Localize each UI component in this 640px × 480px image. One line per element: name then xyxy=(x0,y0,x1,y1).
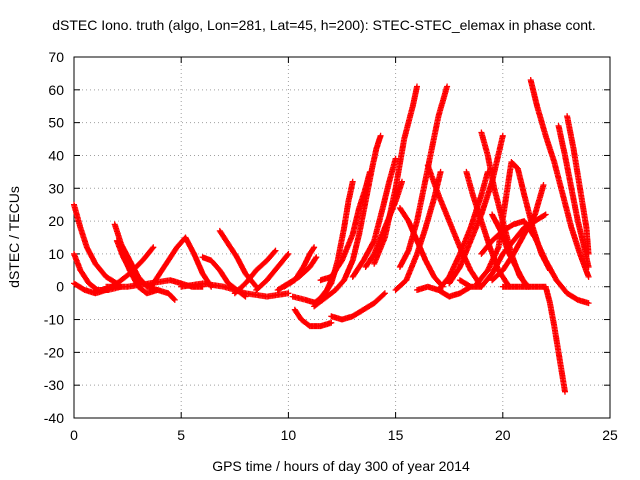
plus-markers xyxy=(317,168,373,284)
plus-markers xyxy=(564,113,592,257)
plus-markers xyxy=(291,306,335,330)
plus-markers xyxy=(216,227,260,290)
x-tick-label: 5 xyxy=(177,427,185,443)
series-track xyxy=(231,247,279,297)
chart-title: dSTEC Iono. truth (algo, Lon=281, Lat=45… xyxy=(52,17,596,33)
x-tick-label: 0 xyxy=(70,427,78,443)
plus-markers xyxy=(478,218,592,307)
series-track xyxy=(392,168,444,293)
plus-markers xyxy=(456,211,549,290)
x-tick-label: 10 xyxy=(281,427,297,443)
plus-markers xyxy=(311,132,384,310)
x-axis-label: GPS time / hours of day 300 of year 2014 xyxy=(212,458,470,474)
series-track xyxy=(499,283,568,395)
series-track xyxy=(328,290,388,323)
series-track xyxy=(414,283,474,300)
series-track xyxy=(555,122,592,270)
x-tick-label: 20 xyxy=(495,427,511,443)
series-track xyxy=(527,77,592,280)
y-tick-label: -10 xyxy=(44,312,64,328)
y-axis-label: dSTEC / TECUs xyxy=(6,186,22,288)
plus-markers xyxy=(499,283,568,395)
series-track xyxy=(199,254,249,300)
series-track xyxy=(148,234,215,290)
data-series xyxy=(71,77,592,395)
series-track xyxy=(71,201,120,287)
x-tick-label: 25 xyxy=(602,427,618,443)
x-tick-label: 15 xyxy=(388,427,404,443)
series-track xyxy=(311,132,384,310)
series-track xyxy=(349,155,399,280)
plus-markers xyxy=(253,250,292,293)
y-tick-label: -20 xyxy=(44,344,64,360)
plus-markers xyxy=(371,83,420,267)
series-track xyxy=(564,113,592,257)
plus-markers xyxy=(435,168,491,293)
series-track xyxy=(456,211,549,290)
series-track xyxy=(489,182,547,284)
series-track xyxy=(253,250,292,293)
plus-markers xyxy=(281,244,318,290)
plus-markers xyxy=(392,168,444,293)
axes: 0 5 10 15 20 25 -40 -30 -20 -10 0 10 20 30 40 50 60 70 xyxy=(44,49,618,443)
series-track xyxy=(317,168,373,284)
series-track xyxy=(478,218,592,307)
series-track xyxy=(291,306,335,330)
y-tick-label: -40 xyxy=(44,410,64,426)
plot-frame xyxy=(73,56,611,419)
y-tick-label: 70 xyxy=(48,49,64,65)
series-track xyxy=(371,83,420,267)
y-tick-label: 30 xyxy=(48,180,64,196)
plus-markers xyxy=(414,283,474,300)
y-tick-label: 10 xyxy=(48,246,64,262)
plus-markers xyxy=(349,155,399,280)
y-tick-label: 40 xyxy=(48,147,64,163)
y-tick-label: 60 xyxy=(48,82,64,98)
plus-markers xyxy=(328,290,388,323)
plus-markers xyxy=(489,182,547,284)
plus-markers xyxy=(231,247,279,297)
series-track xyxy=(281,244,318,290)
plus-markers xyxy=(527,77,592,280)
series-track xyxy=(435,168,491,293)
y-tick-label: 50 xyxy=(48,115,64,131)
plus-markers xyxy=(555,122,592,270)
plus-markers xyxy=(148,234,215,290)
y-tick-label: 20 xyxy=(48,213,64,229)
plus-markers xyxy=(199,254,249,300)
y-tick-label: -30 xyxy=(44,377,64,393)
series-track xyxy=(216,227,260,290)
plus-markers xyxy=(71,201,120,287)
y-tick-label: 0 xyxy=(56,279,64,295)
